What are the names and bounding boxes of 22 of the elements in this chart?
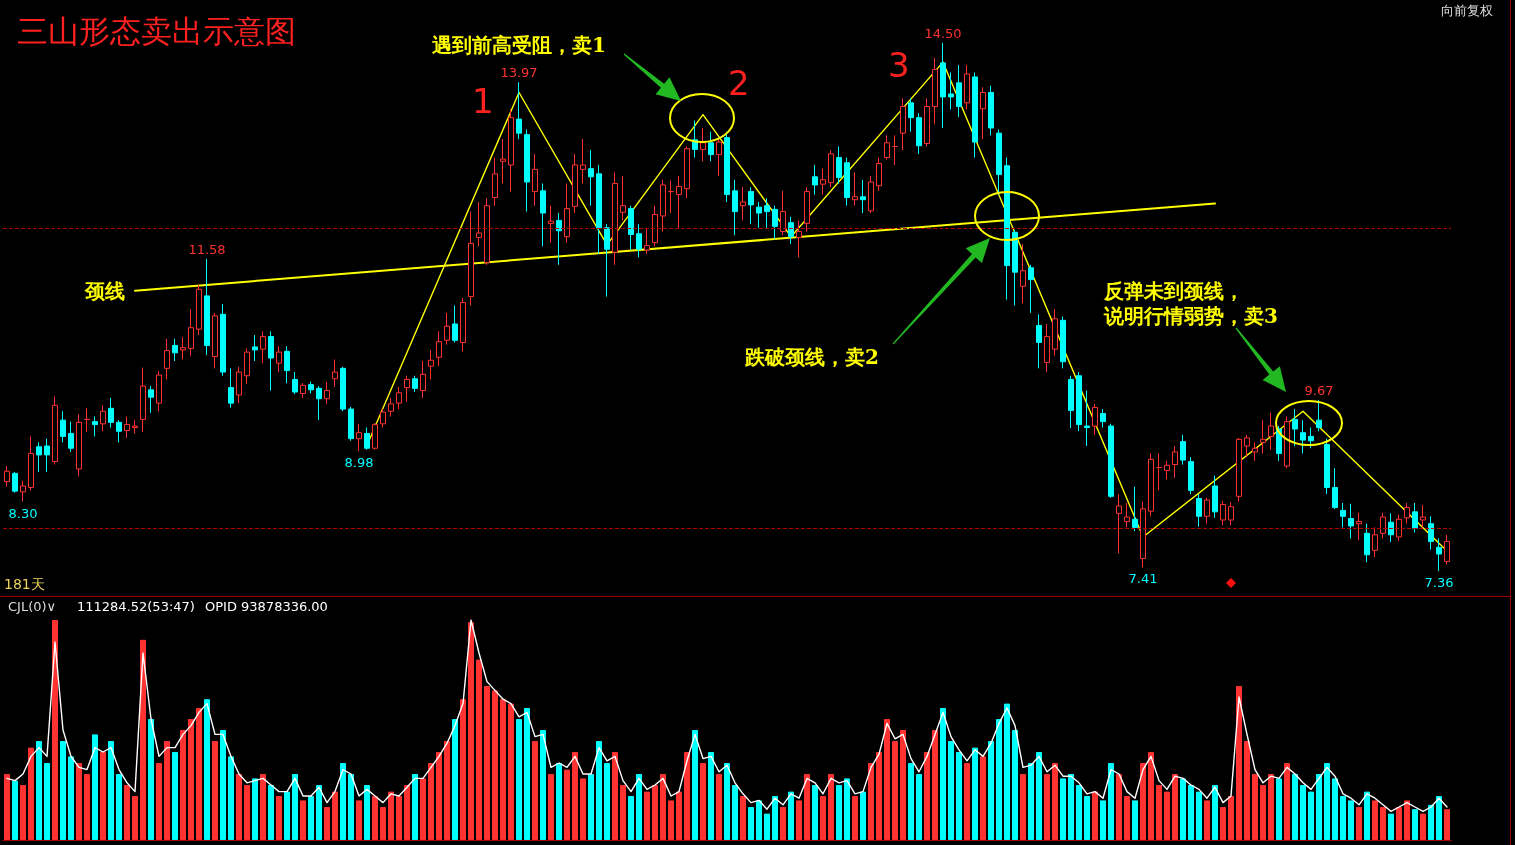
annotation: 1 xyxy=(472,81,494,121)
annotation: 反弹未到颈线， xyxy=(1103,279,1244,303)
text: CJL(0)∨ xyxy=(8,599,57,614)
annotation: 14.50 xyxy=(924,25,962,41)
annotation: 7.41 xyxy=(1128,571,1158,587)
text: 111284.52(53:47) xyxy=(77,599,195,614)
annotation: 3 xyxy=(888,45,910,85)
annotation: 11.58 xyxy=(188,241,226,257)
annotation: 遇到前高受阻，卖1 xyxy=(431,33,606,57)
annotation: 跌破颈线，卖2 xyxy=(744,345,879,369)
annotation: 7.36 xyxy=(1424,575,1454,591)
annotation: 说明行情弱势，卖3 xyxy=(1103,304,1278,328)
series-label: 颈线 xyxy=(84,278,125,303)
annotation: 13.97 xyxy=(500,65,538,81)
chart-title: 三山形态卖出示意图 xyxy=(17,12,296,49)
annotation: 2 xyxy=(728,63,750,103)
annotation: 9.67 xyxy=(1304,383,1334,399)
text: 181天 xyxy=(4,576,45,592)
annotation: 8.30 xyxy=(8,505,38,521)
text: 向前复权 xyxy=(1441,3,1493,18)
text: OPID 93878336.00 xyxy=(205,599,328,614)
annotation: 8.98 xyxy=(344,455,374,471)
